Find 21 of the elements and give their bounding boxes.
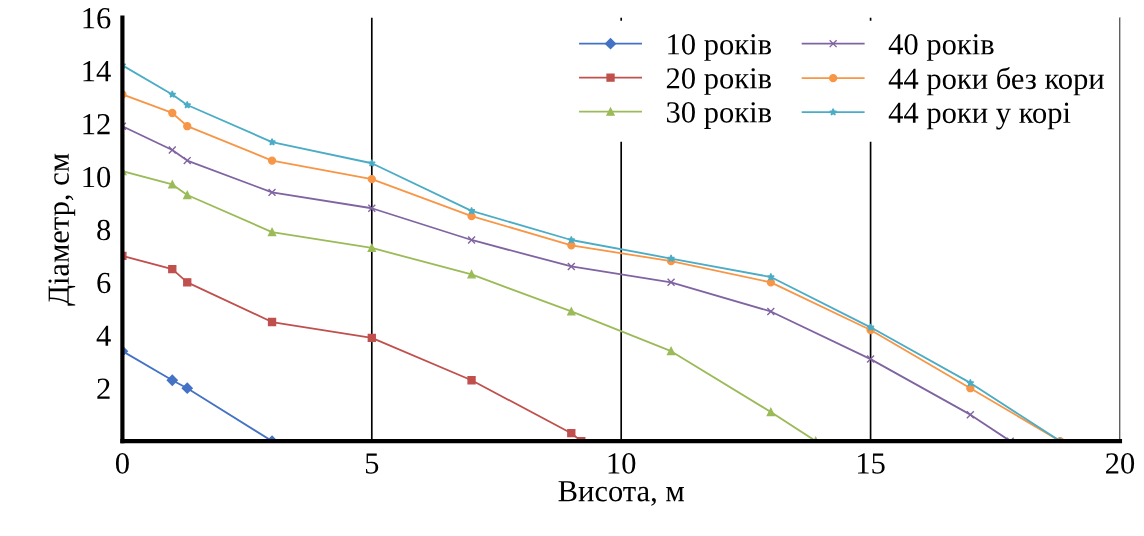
- y-tick-label: 6: [97, 272, 111, 294]
- y-tick-label: 4: [96, 325, 111, 346]
- legend-label: 44 роки без кори: [888, 66, 1104, 96]
- legend-label: 10 років: [668, 34, 771, 61]
- x-tick-label: 15: [857, 453, 885, 474]
- y-tick-label: 12: [83, 113, 110, 135]
- y-tick-label: 10: [83, 166, 111, 188]
- legend-label: 44 роки у корі: [888, 102, 1071, 130]
- legend-label: 20 років: [666, 68, 771, 95]
- x-tick-label: 0: [115, 453, 129, 474]
- y-tick-label: 8: [97, 219, 111, 241]
- x-tick-label: 5: [365, 453, 379, 474]
- y-tick-label: 2: [97, 378, 110, 399]
- y-tick-label: 14: [83, 61, 111, 82]
- x-tick-label: 20: [1106, 453, 1135, 474]
- legend-label: 40 років: [888, 34, 994, 61]
- y-tick-label: 16: [83, 8, 111, 29]
- x-axis-title: Висота, м: [558, 481, 684, 506]
- y-axis-title: Діаметр, см: [48, 153, 76, 306]
- legend-label: 30 років: [666, 102, 771, 129]
- x-tick-label: 10: [608, 453, 636, 474]
